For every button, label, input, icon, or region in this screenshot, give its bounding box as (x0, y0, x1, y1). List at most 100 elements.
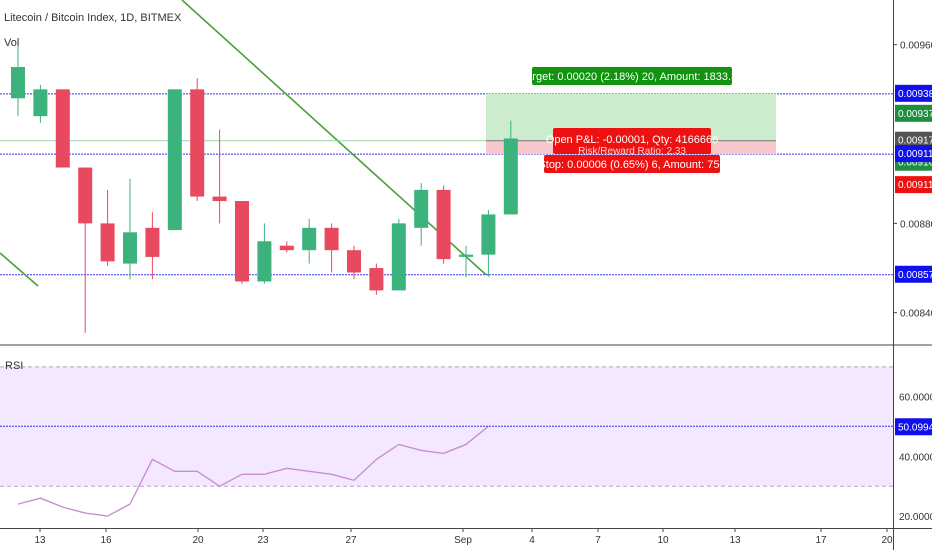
price-badge-bg (895, 176, 932, 194)
candle (190, 78, 205, 202)
candle (11, 40, 25, 117)
candle-body (369, 268, 384, 291)
time-tick-label: 13 (729, 535, 741, 546)
price-badge: 0.00917 (895, 131, 932, 149)
rsi-tick-label: 20.0000 (899, 512, 932, 523)
candle (33, 84, 48, 123)
price-badge: 0.00911 (895, 176, 932, 194)
candle (167, 89, 182, 231)
rsi-pane (0, 366, 893, 517)
candle-body (302, 227, 317, 251)
candle-body (33, 89, 48, 117)
time-tick-label: 20 (881, 535, 893, 546)
candle-body (436, 189, 451, 260)
candle (436, 185, 451, 264)
rsi-tick-label: 60.0000 (899, 393, 932, 404)
rsi-line (17, 425, 489, 517)
risk-reward-text: Risk/Reward Ratio: 2.33 (578, 146, 686, 157)
price-badge-text: 0.00938 (898, 89, 932, 100)
trend-line (181, 0, 487, 276)
pnl-badge-bg (553, 128, 711, 154)
price-badge-text: 0.00917 (898, 136, 932, 147)
candle-body (481, 214, 496, 255)
time-tick-label: 27 (345, 535, 357, 546)
candle (347, 245, 361, 280)
time-tick-label: 7 (595, 535, 601, 546)
candle-body (235, 201, 249, 282)
candle-body (100, 223, 115, 262)
candle (391, 218, 406, 291)
candle (257, 223, 272, 284)
target-badge-text: Target: 0.00020 (2.18%) 20, Amount: 1833… (521, 71, 744, 83)
candle-body (167, 89, 182, 231)
candle-body (347, 250, 361, 273)
rsi-current-badge: 50.0994 (895, 418, 932, 436)
stop-badge-bg (544, 155, 720, 173)
pnl-stop-group: Open P&L: -0.00001, Qty: 4166666Risk/Rew… (546, 128, 718, 157)
candle (414, 183, 429, 246)
candle-body (212, 196, 227, 202)
candle (279, 241, 294, 253)
price-badge-text: 0.00911 (898, 180, 932, 191)
price-badge-bg (895, 104, 932, 122)
candle (324, 223, 339, 273)
price-badge: 0.00911 (895, 145, 932, 163)
rsi-current-badge-text: 50.0994 (898, 422, 932, 433)
candle (100, 189, 115, 266)
overlays: Target: 0.00020 (2.18%) 20, Amount: 1833… (521, 67, 744, 173)
price-badge: 0.00938 (895, 84, 932, 102)
price-badge-text: 0.00937 (898, 109, 932, 120)
time-tick-label: 13 (34, 535, 46, 546)
time-tick-label: 16 (100, 535, 112, 546)
target-badge-bg (532, 67, 732, 85)
rsi-indicator-label[interactable]: RSI (5, 360, 24, 372)
time-tick-label: 10 (657, 535, 669, 546)
price-badge: 0.00857 (895, 265, 932, 283)
chart-title: Litecoin / Bitcoin Index, 1D, BITMEX (4, 12, 182, 24)
candle-body (123, 232, 137, 264)
time-tick-label: 20 (192, 535, 204, 546)
candle-body (145, 227, 160, 257)
candle-body (78, 167, 93, 224)
candle-body (459, 254, 473, 257)
candle-body (503, 138, 518, 215)
candle (302, 218, 317, 264)
price-pane (0, 0, 893, 333)
candle (123, 178, 137, 280)
candle-body (55, 89, 70, 168)
price-badge-bg (895, 131, 932, 149)
candle-body (190, 89, 205, 197)
price-badge-bg (895, 145, 932, 163)
candle (481, 209, 496, 277)
time-tick-label: 4 (529, 535, 535, 546)
time-tick-label: Sep (454, 535, 472, 546)
candle-body (257, 241, 272, 282)
candle (235, 201, 249, 284)
stop-badge: Stop: 0.00006 (0.65%) 6, Amount: 750 (538, 155, 726, 173)
price-badge: 0.00937 (895, 104, 932, 122)
candle (459, 245, 473, 277)
trend-line (0, 252, 39, 287)
volume-indicator-label[interactable]: Vol (4, 37, 20, 49)
price-badge-text: 0.00911 (898, 149, 932, 160)
rsi-current-badge-bg (895, 418, 932, 436)
candle-body (391, 223, 406, 291)
candle (503, 120, 518, 215)
candle-body (11, 67, 25, 99)
price-badge-text: 0.00916 (898, 158, 932, 169)
candle-body (414, 189, 429, 228)
pnl-text: Open P&L: -0.00001, Qty: 4166666 (546, 134, 718, 146)
target-badge: Target: 0.00020 (2.18%) 20, Amount: 1833… (521, 67, 744, 85)
price-badge-bg (895, 265, 932, 283)
price-badge-text: 0.00857 (898, 270, 932, 281)
price-badge-bg (895, 84, 932, 102)
time-tick-label: 17 (815, 535, 827, 546)
candle-body (279, 245, 294, 251)
candle-body (324, 227, 339, 251)
